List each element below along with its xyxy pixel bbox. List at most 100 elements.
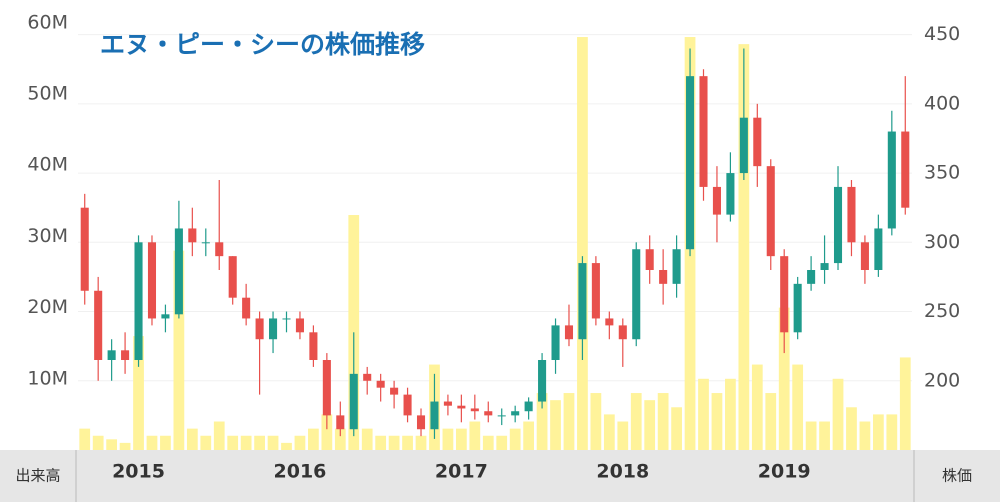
candle-body (511, 411, 520, 416)
candle-body (443, 401, 452, 406)
volume-bar (630, 393, 642, 450)
candle-body (645, 249, 654, 270)
volume-bar (765, 393, 777, 450)
y-tick-label: 10M (27, 367, 68, 389)
candle-body (309, 332, 318, 360)
candle-body (188, 228, 197, 243)
volume-bar (899, 357, 911, 450)
candle-body (659, 270, 668, 284)
x-tick-label: 2018 (596, 461, 649, 483)
candle-body (699, 76, 708, 187)
x-tick-label: 2015 (112, 461, 165, 483)
candle-body (901, 131, 910, 208)
candle-body (874, 228, 883, 270)
candle-body (457, 405, 466, 409)
volume-bar (577, 37, 588, 450)
candle-body (470, 408, 479, 412)
volume-bar (603, 414, 615, 450)
candle-body (672, 249, 681, 284)
candle-body (403, 394, 412, 416)
volume-bar (92, 435, 104, 450)
candle-body (833, 186, 843, 264)
volume-bar (334, 428, 346, 450)
candle-body (766, 166, 775, 257)
candle-body (147, 242, 157, 319)
candle-body (94, 290, 103, 360)
volume-bar (402, 435, 413, 450)
volume-bar (886, 414, 898, 450)
candle-body (376, 380, 385, 388)
candle-body (739, 117, 748, 174)
volume-bar (738, 44, 750, 450)
candle-body (753, 117, 762, 167)
candle-body (632, 249, 641, 340)
candle-body (228, 256, 237, 298)
candle-body (215, 242, 224, 257)
chart-title: エヌ・ピー・シーの株価推移 (100, 30, 425, 59)
volume-bar (792, 364, 804, 450)
volume-bar (146, 435, 158, 450)
volume-bar (482, 435, 494, 450)
candle-body (349, 373, 358, 430)
candle-body (174, 228, 183, 315)
volume-bar (751, 364, 763, 450)
y-tick-label: 60M (27, 11, 68, 33)
candle-body (887, 131, 896, 229)
candle-body (295, 318, 304, 333)
x-tick-label: 2016 (274, 461, 327, 483)
candle-body (847, 186, 856, 243)
volume-bar (523, 421, 535, 450)
y-tick-label: 50M (27, 82, 68, 104)
candle-body (618, 325, 627, 340)
candle-body (161, 314, 170, 319)
candle-body (497, 415, 506, 417)
y-axis-label: 出来高 (15, 467, 60, 485)
y2-tick-label: 300 (924, 231, 960, 253)
volume-bar (267, 435, 279, 450)
volume-bar (671, 407, 682, 450)
volume-bar (119, 442, 131, 450)
candle-body (860, 242, 869, 270)
volume-bar (550, 400, 561, 450)
candle-body (780, 256, 789, 333)
volume-bar (375, 435, 387, 450)
y2-axis-label: 株価 (942, 467, 972, 485)
candle-body (416, 415, 426, 430)
candle-body (269, 318, 278, 340)
volume-bar (106, 439, 118, 450)
volume-bar (388, 435, 400, 450)
candle-body (538, 360, 547, 402)
candle-body (336, 415, 345, 430)
y-tick-label: 30M (27, 225, 68, 247)
candle-body (726, 173, 735, 215)
volume-bar (563, 393, 575, 450)
volume-bar (496, 435, 508, 450)
volume-bar (657, 393, 669, 450)
candle-body (793, 283, 802, 333)
volume-bar (469, 421, 481, 450)
candle-body (712, 186, 721, 215)
candle-body (686, 76, 695, 250)
volume-bar (859, 421, 871, 450)
candle-body (242, 297, 251, 319)
candle-body (363, 373, 372, 381)
candle-body (107, 350, 116, 360)
volume-bar (644, 400, 656, 450)
volume-bar (872, 414, 884, 450)
volume-bar (308, 428, 319, 450)
y2-tick-label: 350 (924, 162, 960, 184)
candle-body (80, 207, 89, 291)
volume-bar (698, 378, 709, 450)
volume-bar (213, 421, 225, 450)
candle-body (282, 318, 291, 320)
y-tick-label: 20M (27, 296, 68, 318)
volume-bar (442, 428, 454, 450)
x-axis-band (0, 450, 1000, 502)
y2-tick-label: 200 (924, 369, 960, 391)
candle-body (484, 411, 493, 416)
volume-bar (227, 435, 239, 450)
volume-bar (846, 407, 857, 450)
y2-tick-label: 250 (924, 300, 960, 322)
candle-body (430, 401, 439, 430)
plot-area (78, 34, 912, 450)
